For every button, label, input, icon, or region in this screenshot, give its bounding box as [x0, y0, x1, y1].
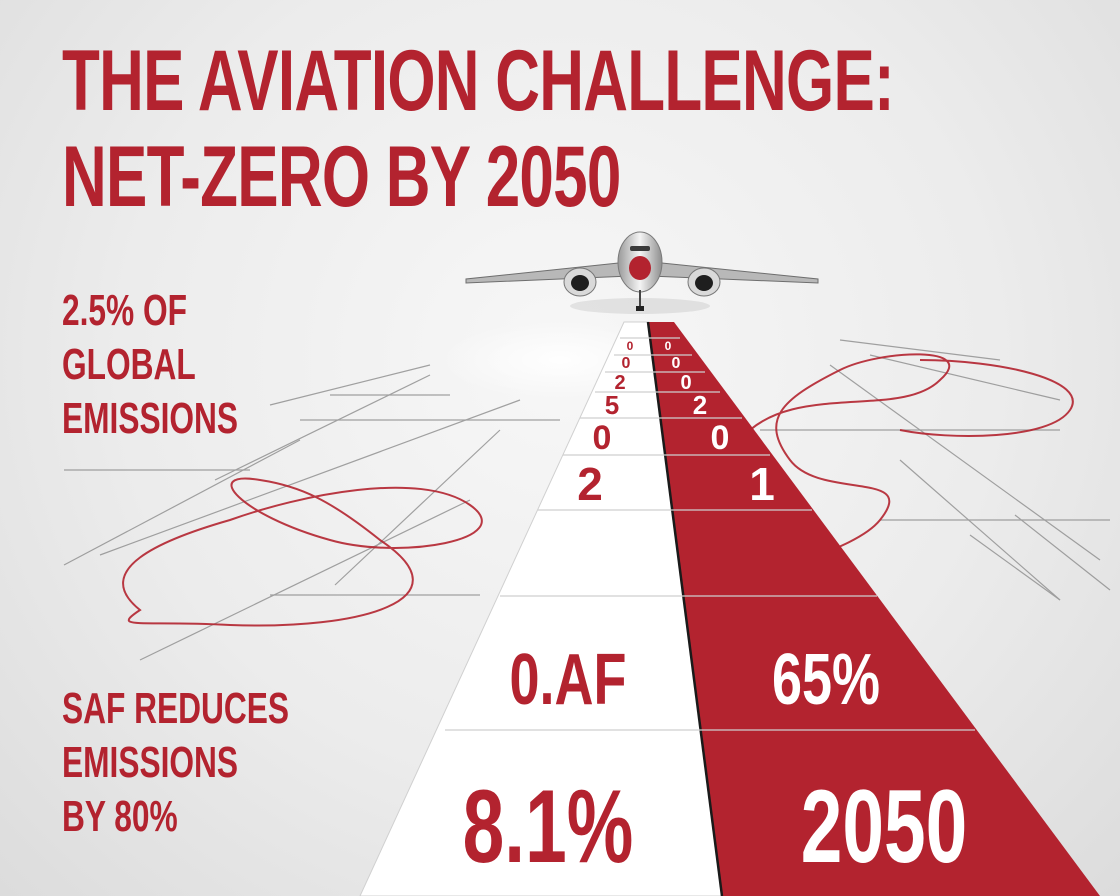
runway-left-label-3: 2: [614, 372, 625, 394]
stat-bottom-line-2: EMISSIONS: [62, 738, 239, 787]
runway-right-label-5: 0: [711, 419, 730, 457]
runway-left-label-6: 2: [577, 458, 603, 510]
airplane-icon: [465, 231, 819, 314]
runway-left-label-5: 0: [593, 419, 612, 457]
runway-right-big-label: 65%: [772, 640, 880, 720]
stat-top-line-2: GLOBAL: [62, 340, 196, 389]
saf-reduction-stat: SAF REDUCES EMISSIONS BY 80%: [62, 682, 289, 844]
runway-right-label-1: 0: [665, 339, 672, 353]
runway-right-label-3: 0: [680, 372, 691, 394]
runway-left-big-label: 0.AF: [510, 640, 627, 720]
stat-bottom-line-3: BY 80%: [62, 792, 178, 841]
runway-right-label-2: 0: [672, 355, 681, 372]
emissions-share-stat: 2.5% OF GLOBAL EMISSIONS: [62, 284, 238, 446]
runway-left-label-2: 0: [622, 355, 631, 372]
stat-bottom-line-1: SAF REDUCES: [62, 684, 290, 733]
runway-left-label-1: 0: [627, 339, 634, 353]
emission-curves: [122, 353, 1074, 627]
runway-row-lines: [445, 337, 975, 731]
stat-top-line-1: 2.5% OF: [62, 286, 188, 335]
title-line-2: NET-ZERO BY 2050: [62, 129, 621, 225]
stat-top-line-3: EMISSIONS: [62, 394, 239, 443]
runway-right-bottom-label: 2050: [801, 769, 968, 885]
runway-red-lane: [648, 322, 1100, 896]
background-grid: [63, 339, 1111, 661]
runway-left-bottom-label: 8.1%: [463, 769, 634, 885]
title-line-1: THE AVIATION CHALLENGE:: [62, 33, 895, 129]
runway-white-lane: [359, 321, 723, 896]
runway-right-label-4: 2: [693, 390, 707, 420]
runway-right-label-6: 1: [749, 458, 775, 510]
runway-left-label-4: 5: [605, 390, 619, 420]
